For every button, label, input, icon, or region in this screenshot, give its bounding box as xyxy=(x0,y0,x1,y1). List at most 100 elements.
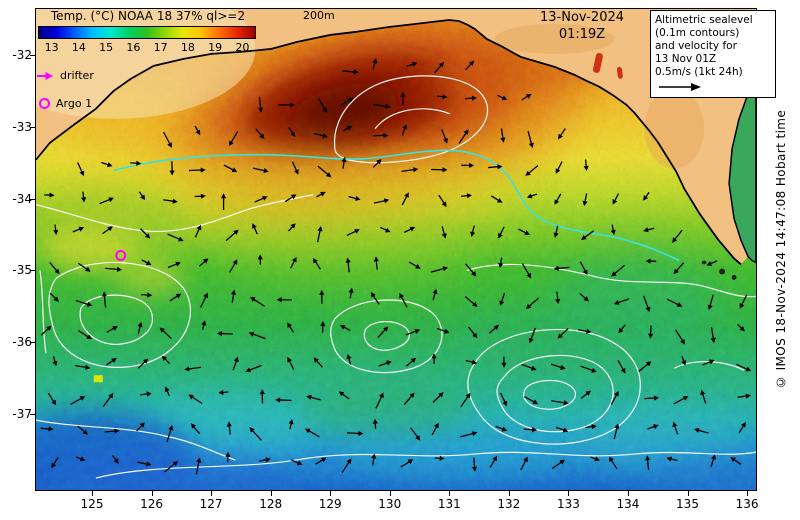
argo-legend: Argo 1 xyxy=(39,97,92,110)
velocity-arrow xyxy=(194,125,201,136)
lon-tick-mark xyxy=(92,491,93,496)
argo-float-icon xyxy=(39,98,50,109)
velocity-arrow xyxy=(257,254,263,265)
velocity-arrow xyxy=(460,392,471,408)
lon-tick-label: 135 xyxy=(676,497,699,511)
velocity-arrow xyxy=(371,453,377,466)
velocity-arrow xyxy=(49,262,60,275)
velocity-arrow xyxy=(372,418,378,429)
velocity-arrow xyxy=(318,98,327,114)
colorbar-tick-label: 13 xyxy=(44,41,59,54)
sealevel-contours xyxy=(36,75,756,479)
argo-float-marker xyxy=(115,249,127,261)
velocity-arrow xyxy=(284,194,297,203)
velocity-arrow xyxy=(737,393,751,399)
lon-tick-label: 125 xyxy=(80,497,104,511)
lat-tick-mark xyxy=(30,414,35,415)
lat-tick-label: -36 xyxy=(12,335,32,350)
velocity-arrow xyxy=(304,428,320,438)
lat-tick-label: -34 xyxy=(12,191,32,206)
legend-line: 0.5m/s (1kt 24h) xyxy=(655,66,743,78)
lat-tick-mark xyxy=(30,126,35,128)
velocity-arrow xyxy=(580,365,597,373)
velocity-arrow xyxy=(77,330,92,340)
velocity-arrow xyxy=(40,325,52,336)
velocity-arrow xyxy=(372,159,382,168)
velocity-arrow xyxy=(226,421,232,435)
velocity-arrow xyxy=(342,69,359,75)
timestamp-time: 01:19Z xyxy=(558,27,606,42)
velocity-arrow xyxy=(194,224,202,238)
velocity-arrow xyxy=(434,455,445,461)
colorbar-tick-label: 14 xyxy=(71,41,86,54)
map-region[interactable] xyxy=(35,8,757,491)
colorbar-tick-label: 19 xyxy=(208,41,223,54)
velocity-arrow xyxy=(645,455,651,470)
velocity-arrow xyxy=(345,257,351,273)
velocity-arrow xyxy=(434,61,445,74)
lon-tick-label: 126 xyxy=(140,497,163,511)
velocity-arrow xyxy=(339,324,351,332)
velocity-arrow xyxy=(638,361,652,372)
velocity-arrow xyxy=(580,390,591,399)
velocity-arrow xyxy=(459,431,478,438)
velocity-arrow xyxy=(77,162,85,177)
velocity-arrow xyxy=(341,156,347,169)
velocity-arrow xyxy=(700,389,707,404)
velocity-arrow xyxy=(99,197,114,205)
legend-line: 13 Nov 01Z xyxy=(655,53,717,65)
velocity-arrow xyxy=(167,261,181,269)
drifter-legend: drifter xyxy=(36,69,94,82)
velocity-arrow xyxy=(499,392,508,407)
timestamp: 13-Nov-2024 01:19Z xyxy=(527,9,637,43)
velocity-arrow xyxy=(312,257,321,270)
velocity-arrow xyxy=(525,297,540,310)
velocity-arrow xyxy=(431,353,437,364)
velocity-arrow xyxy=(248,331,266,340)
velocity-arrow xyxy=(410,427,421,441)
velocity-arrow xyxy=(140,391,152,397)
velocity-arrow xyxy=(408,261,421,269)
velocity-arrow xyxy=(52,356,58,367)
velocity-arrow xyxy=(400,459,414,468)
velocity-arrow xyxy=(49,292,59,302)
velocity-arrow xyxy=(590,456,600,462)
velocity-arrow xyxy=(373,256,379,270)
velocity-arrow xyxy=(520,456,528,471)
velocity-arrow xyxy=(277,102,296,108)
gulf-water xyxy=(728,79,756,264)
velocity-arrow xyxy=(194,193,206,199)
velocity-arrow xyxy=(313,357,323,368)
velocity-arrow xyxy=(105,266,123,272)
velocity-arrow xyxy=(112,455,119,464)
velocity-arrow xyxy=(232,356,239,371)
velocity-arrow xyxy=(488,324,500,334)
velocity-arrow xyxy=(218,389,229,396)
drifter-label: drifter xyxy=(60,69,94,82)
velocity-arrow xyxy=(401,192,409,206)
velocity-arrow xyxy=(555,426,569,433)
velocity-arrow xyxy=(106,326,119,333)
velocity-arrow xyxy=(225,229,239,242)
velocity-arrow xyxy=(139,228,151,239)
velocity-arrow xyxy=(254,195,268,203)
velocity-arrow xyxy=(521,93,532,101)
velocity-arrow xyxy=(348,287,354,299)
velocity-arrow xyxy=(101,161,113,168)
lon-tick-label: 129 xyxy=(318,497,342,511)
velocity-arrow xyxy=(523,427,538,433)
velocity-arrow xyxy=(471,457,478,472)
velocity-arrow xyxy=(618,324,626,334)
velocity-arrow xyxy=(137,461,152,467)
timestamp-date: 13-Nov-2024 xyxy=(539,10,625,25)
velocity-arrow xyxy=(736,323,745,332)
velocity-arrow xyxy=(706,260,718,266)
velocity-arrow xyxy=(225,451,231,463)
velocity-arrow xyxy=(249,297,265,307)
velocity-arrow xyxy=(40,426,54,432)
lat-tick-label: -35 xyxy=(12,263,32,278)
velocity-arrow xyxy=(313,132,328,139)
velocity-arrow xyxy=(164,386,170,397)
velocity-arrow xyxy=(498,257,504,269)
velocity-arrow xyxy=(346,229,360,237)
